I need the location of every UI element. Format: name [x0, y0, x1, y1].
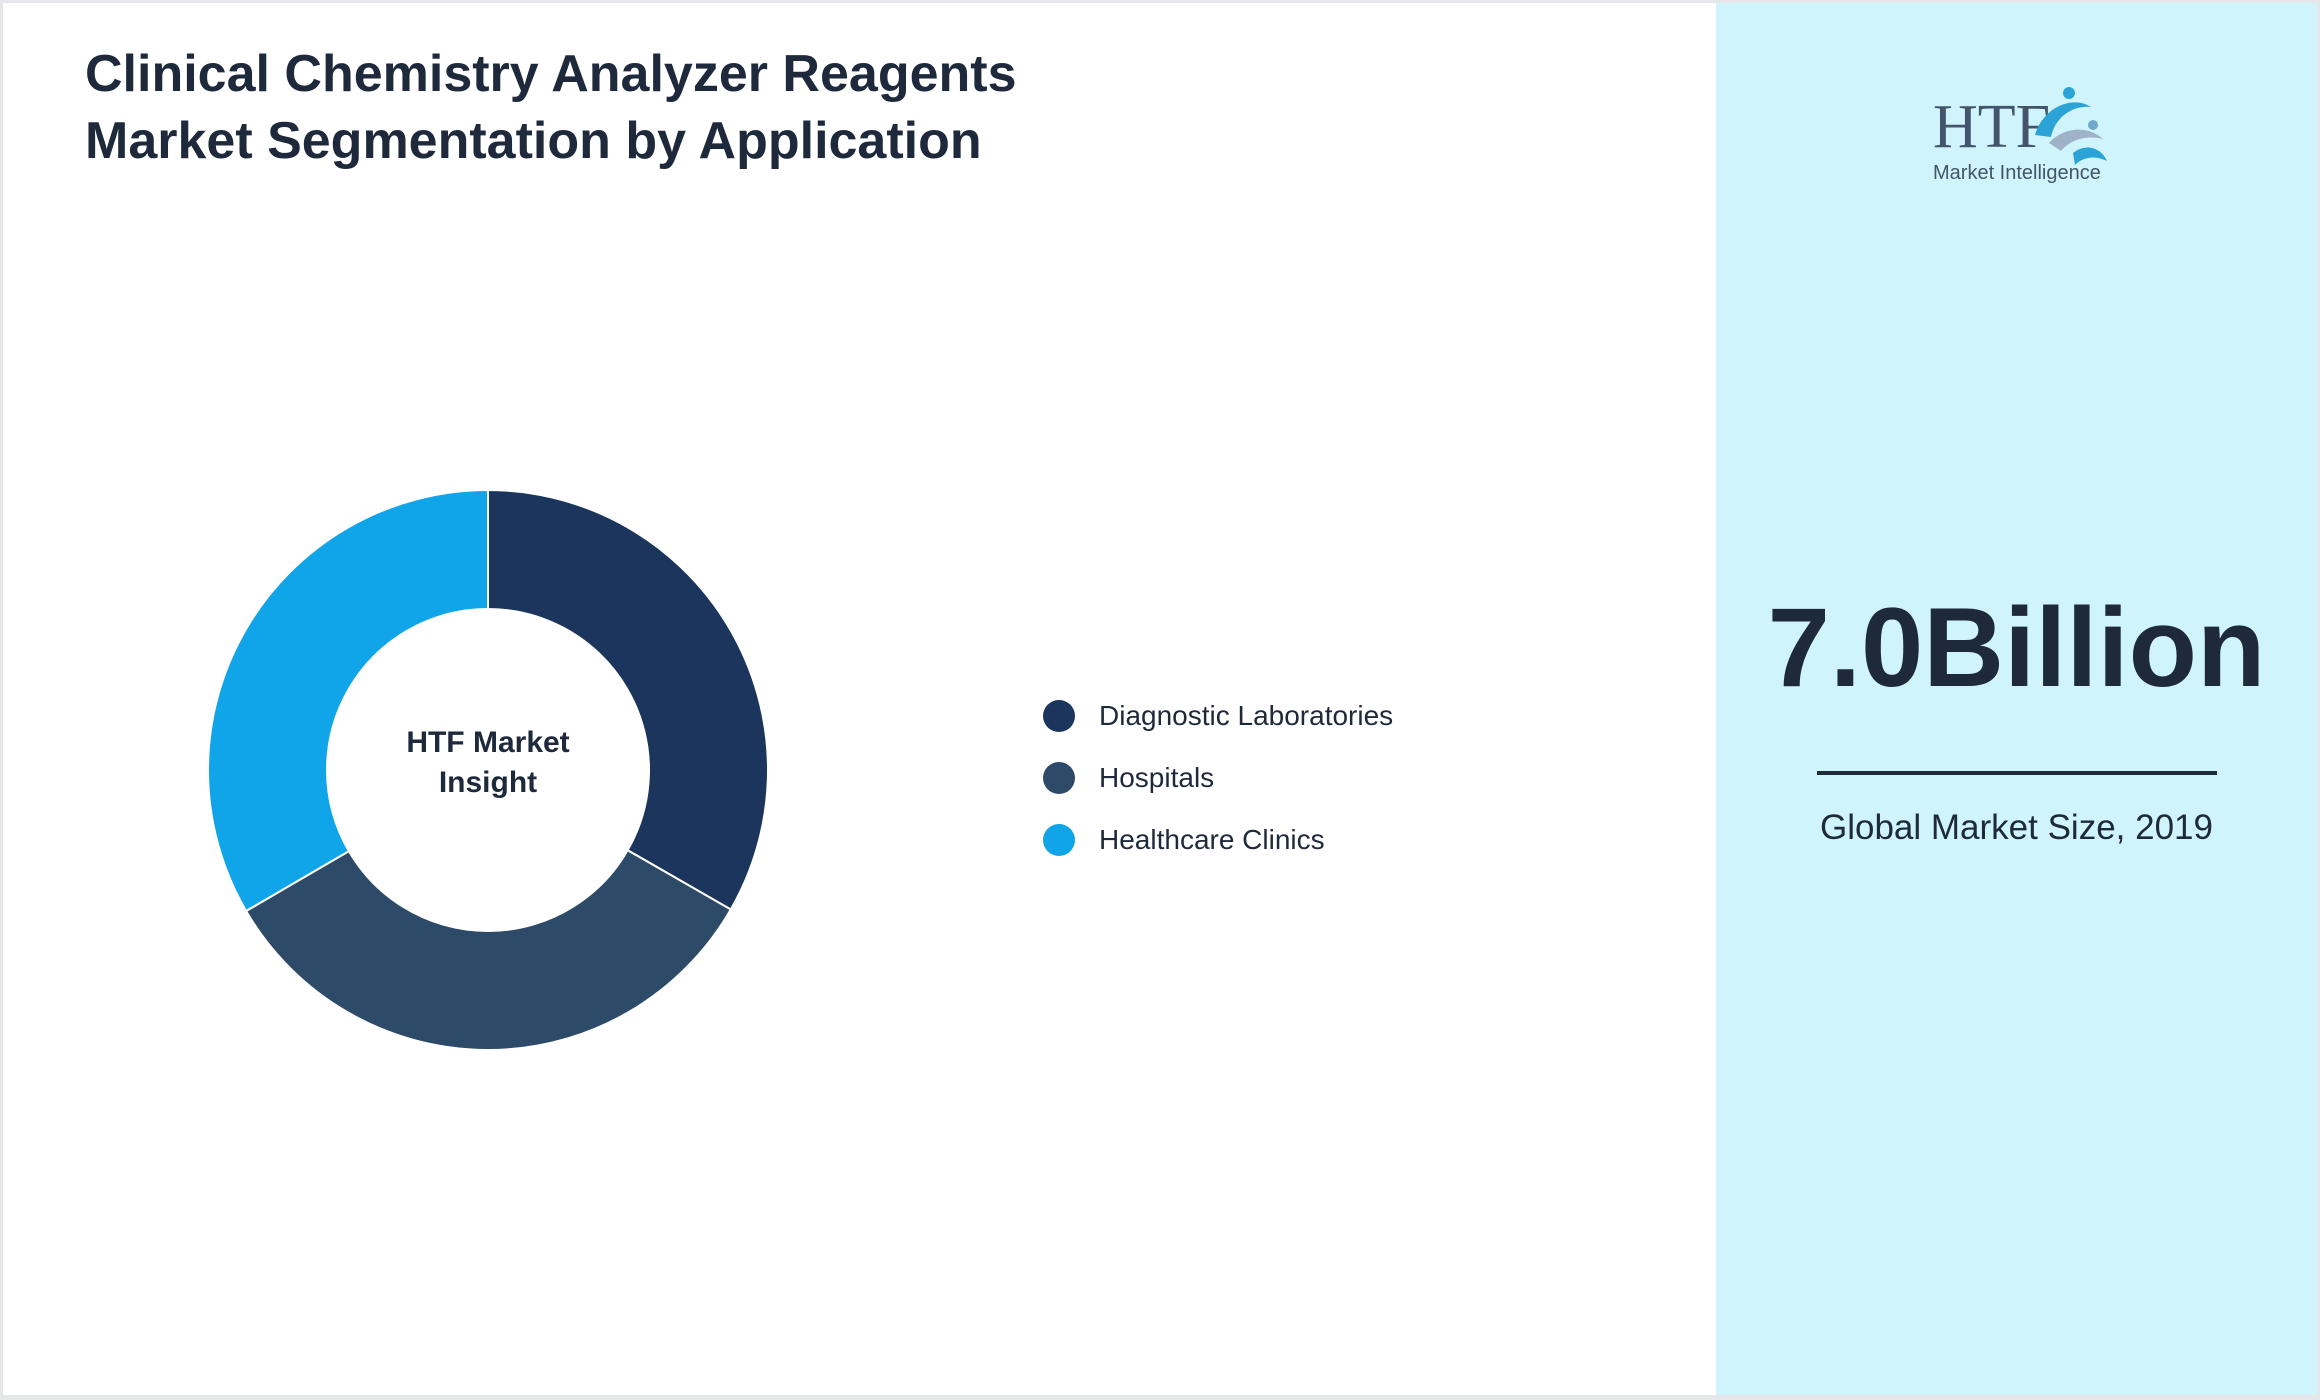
legend-label: Healthcare Clinics [1099, 824, 1325, 855]
kpi-sidebar: HTF Market Intelligence 7.0Billion Globa… [1716, 3, 2317, 1395]
donut-chart: HTF Market Insight [207, 488, 769, 1051]
legend-label: Hospitals [1099, 762, 1215, 793]
htf-logo: HTF Market Intelligence [1933, 87, 2107, 184]
market-size-caption: Global Market Size, 2019 [1820, 808, 2213, 847]
logo-wordmark: HTF [1933, 93, 2050, 161]
legend-swatch [1043, 700, 1075, 732]
market-size-value: 7.0Billion [1767, 585, 2266, 710]
legend-item-healthcare-clinics: Healthcare Clinics [1043, 809, 1393, 871]
logo-swirl-icon [2035, 87, 2107, 165]
kpi-divider [1817, 771, 2217, 775]
donut-slice-healthcare-clinics [207, 488, 489, 913]
legend-label: Diagnostic Laboratories [1099, 700, 1394, 731]
legend-item-diagnostic-laboratories: Diagnostic Laboratories [1043, 685, 1393, 747]
page-title: Clinical Chemistry Analyzer Reagents Mar… [85, 45, 1017, 170]
donut-slice-diagnostic-laboratories [487, 488, 769, 911]
logo-subtitle: Market Intelligence [1933, 162, 2101, 184]
chart-panel: Clinical Chemistry Analyzer Reagents Mar… [3, 3, 1716, 1395]
legend-swatch [1043, 824, 1075, 856]
legend-item-hospitals: Hospitals [1043, 747, 1393, 809]
legend-swatch [1043, 762, 1075, 794]
donut-slices [207, 488, 769, 1051]
chart-legend: Diagnostic Laboratories Hospitals Healthca… [1043, 685, 1393, 871]
donut-slice-hospitals [244, 848, 733, 1051]
donut-center-label: HTF Market Insight [406, 726, 569, 799]
infographic-frame: Clinical Chemistry Analyzer Reagents Mar… [3, 3, 2317, 1395]
